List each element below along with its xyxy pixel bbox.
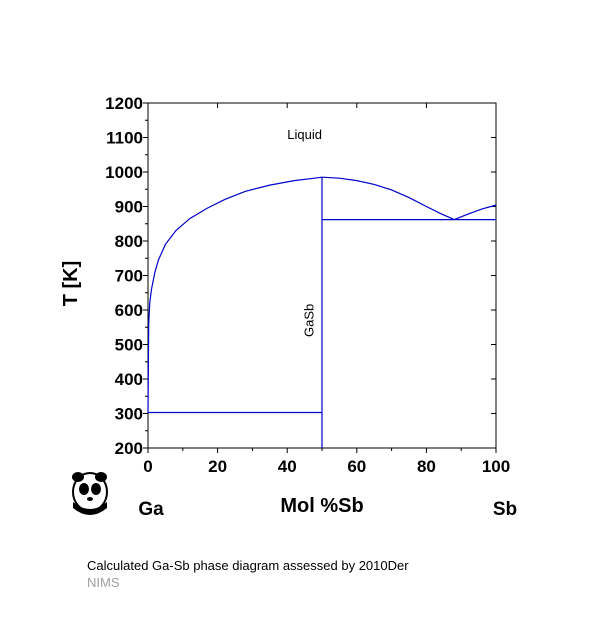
x-tick-label: 20 [208,457,227,476]
x-tick-label: 60 [347,457,366,476]
source-label: NIMS [87,575,120,590]
left-component-label: Ga [138,499,164,520]
y-tick-label: 1100 [106,129,143,148]
y-tick-label: 1000 [105,163,143,182]
y-tick-label: 700 [115,267,143,286]
y-tick-label: 200 [115,439,143,458]
y-tick-label: 900 [115,198,143,217]
y-tick-label: 600 [115,301,143,320]
phase-boundary-1 [321,176,455,221]
panda-icon [72,472,108,515]
right-component-label: Sb [493,499,517,520]
phase-boundary-0 [147,176,323,413]
region-label-liquid: Liquid [287,127,322,142]
x-tick-label: 80 [417,457,436,476]
y-tick-label: 1200 [105,94,143,113]
x-tick-label: 0 [143,457,152,476]
region-label-gasb: GaSb [301,304,316,337]
y-tick-label: 400 [115,370,143,389]
x-axis-title: Mol %Sb [280,495,363,517]
y-tick-label: 500 [115,336,143,355]
x-tick-label: 40 [278,457,297,476]
y-axis-title: T [K] [60,261,82,307]
y-tick-label: 300 [115,405,143,424]
x-tick-label: 100 [482,457,510,476]
caption: Calculated Ga-Sb phase diagram assessed … [87,558,409,573]
y-tick-label: 800 [115,232,143,251]
phase-boundary-2 [454,204,497,221]
